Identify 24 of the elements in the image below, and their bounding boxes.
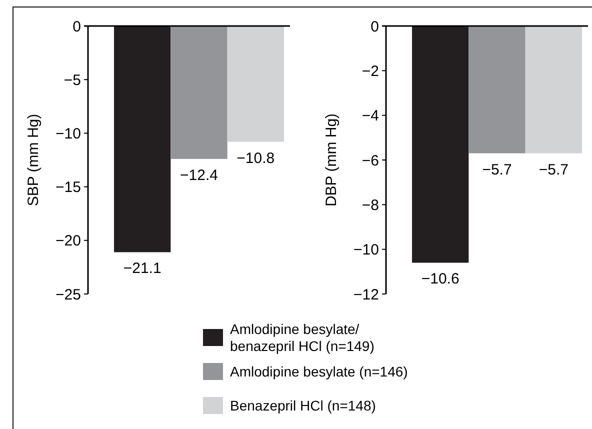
data-label: −10.8: [236, 150, 275, 167]
y-tick-label: −2: [362, 62, 379, 80]
y-tick-label: −15: [56, 179, 81, 196]
data-label: −5.7: [538, 161, 568, 178]
y-tick-label: −12: [354, 286, 379, 304]
y-tick-label: −10: [354, 242, 379, 259]
y-tick-label: −4: [362, 108, 379, 125]
y-tick-label: −8: [362, 196, 379, 214]
data-label: −5.7: [482, 161, 512, 178]
y-tick-label: −5: [64, 72, 81, 89]
y-tick-label: 0: [370, 18, 379, 36]
legend-label: Amlodipine besylate (n=146): [230, 363, 408, 380]
y-axis-title: SBP (mm Hg): [25, 114, 42, 206]
y-tick-label: −10: [56, 125, 81, 142]
y-tick-label: 0: [72, 18, 81, 36]
data-label: −10.6: [421, 270, 460, 288]
data-label: −21.1: [123, 260, 162, 278]
y-tick-label: −25: [56, 286, 81, 304]
y-tick-label: −20: [56, 232, 81, 250]
data-label: −12.4: [180, 166, 218, 184]
y-tick-label: −6: [362, 152, 379, 170]
legend-label: Amlodipine besylate/ benazepril HCl (n=149): [230, 320, 374, 354]
y-axis-title: DBP (mm Hg): [323, 113, 340, 207]
legend-label: Benazepril HCl (n=148): [230, 397, 376, 414]
